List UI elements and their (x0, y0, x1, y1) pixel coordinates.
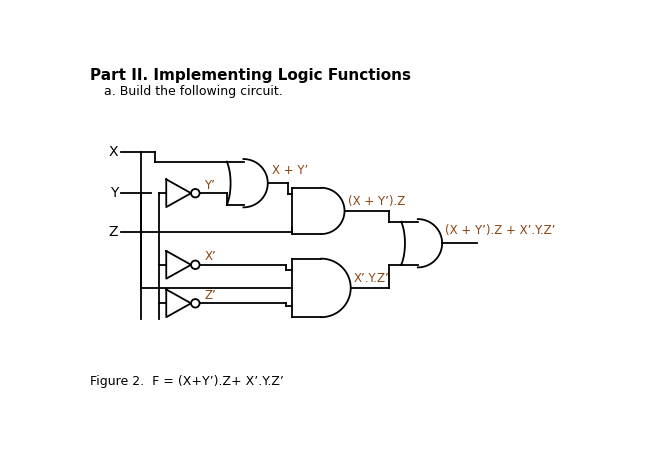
Text: Part II. Implementing Logic Functions: Part II. Implementing Logic Functions (90, 68, 411, 83)
Text: X + Y’: X + Y’ (272, 164, 308, 177)
Text: (X + Y’).Z: (X + Y’).Z (347, 195, 405, 208)
Text: a. Build the following circuit.: a. Build the following circuit. (104, 86, 283, 98)
Text: X: X (109, 146, 118, 159)
Text: X’: X’ (204, 250, 216, 263)
Text: Z: Z (109, 225, 118, 239)
Text: Z’: Z’ (204, 289, 216, 302)
Text: Y: Y (110, 186, 118, 200)
Text: (X + Y’).Z + X’.Y.Z’: (X + Y’).Z + X’.Y.Z’ (445, 224, 555, 237)
Text: X’.Y.Z’: X’.Y.Z’ (354, 272, 389, 285)
Text: Figure 2.  F = (X+Y’).Z+ X’.Y.Z’: Figure 2. F = (X+Y’).Z+ X’.Y.Z’ (90, 375, 284, 388)
Text: Y’: Y’ (204, 179, 215, 192)
